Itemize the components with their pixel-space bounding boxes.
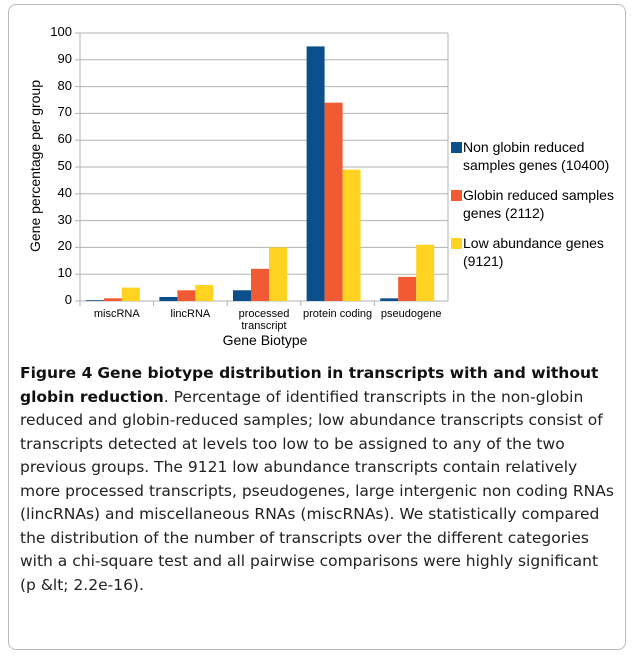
bar: [195, 284, 214, 301]
bar: [398, 276, 417, 301]
y-tick-label: 50: [57, 158, 72, 173]
y-tick-label: 0: [64, 292, 72, 307]
bar: [324, 102, 343, 302]
x-tick-label: processed transcript: [238, 308, 290, 332]
bar: [177, 290, 196, 301]
caption-text: . Percentage of identified transcripts i…: [20, 387, 614, 594]
bar: [85, 300, 104, 301]
legend-label: Low abundance genes (9121): [463, 235, 604, 269]
legend-swatch: [451, 238, 462, 249]
y-tick-label: 60: [57, 131, 72, 147]
x-axis-title: Gene Biotype: [222, 332, 308, 348]
bar: [269, 247, 287, 301]
x-tick-label: lincRNA: [170, 308, 211, 320]
figure-frame: [8, 4, 626, 650]
bar: [306, 46, 325, 302]
legend-swatch: [451, 142, 462, 153]
y-tick-label: 20: [57, 238, 72, 254]
y-tick-label: 10: [57, 265, 72, 281]
y-tick-label: 40: [57, 184, 72, 200]
y-tick-label: 80: [57, 77, 72, 93]
x-tick-label: protein coding: [303, 308, 373, 320]
chart-svg: [75, 32, 449, 306]
bar: [342, 169, 361, 301]
bar: [416, 244, 435, 301]
y-tick-label: 100: [50, 24, 72, 39]
legend-label: Globin reduced samples genes (2112): [463, 187, 614, 221]
legend-swatch: [451, 190, 462, 201]
caption: Figure 4 Gene biotype distribution in tr…: [20, 362, 616, 597]
legend-label: Non globin reduced samples genes (10400): [463, 139, 610, 173]
bar: [251, 268, 269, 301]
caption-label: Figure 4: [20, 364, 93, 382]
y-tick-label: 70: [57, 104, 72, 120]
bar: [233, 290, 251, 301]
bar: [380, 298, 399, 301]
x-tick-label: pseudogene: [380, 308, 442, 320]
caption-title: Gene biotype distribution in transcripts…: [20, 364, 599, 406]
y-tick-label: 30: [57, 211, 72, 227]
x-tick-label: miscRNA: [93, 308, 140, 320]
y-tick-label: 90: [57, 50, 72, 66]
chart: Gene percentage per group Gene Biotype 0…: [27, 24, 614, 349]
bar: [159, 296, 178, 301]
bar: [103, 298, 122, 301]
bar: [121, 287, 140, 301]
